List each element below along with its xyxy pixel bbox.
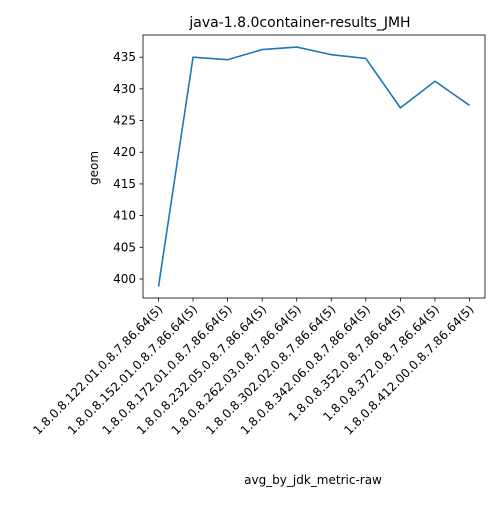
y-tick-label: 425 [113,114,136,128]
y-tick-label: 430 [113,82,136,96]
plot-frame [143,35,485,298]
y-tick-label: 435 [113,50,136,64]
y-tick-label: 405 [113,240,136,254]
y-tick-label: 415 [113,177,136,191]
x-axis-label: avg_by_jdk_metric-raw [244,473,382,487]
y-tick-label: 420 [113,145,136,159]
y-axis-label: geom [87,151,101,185]
chart-title: java-1.8.0container-results_JMH [188,15,410,31]
y-tick-label: 410 [113,209,136,223]
y-tick-label: 400 [113,272,136,286]
series-line [159,47,470,287]
plot-area: 4004054104154204254304351.8.0.8.122.01.0… [30,35,485,438]
